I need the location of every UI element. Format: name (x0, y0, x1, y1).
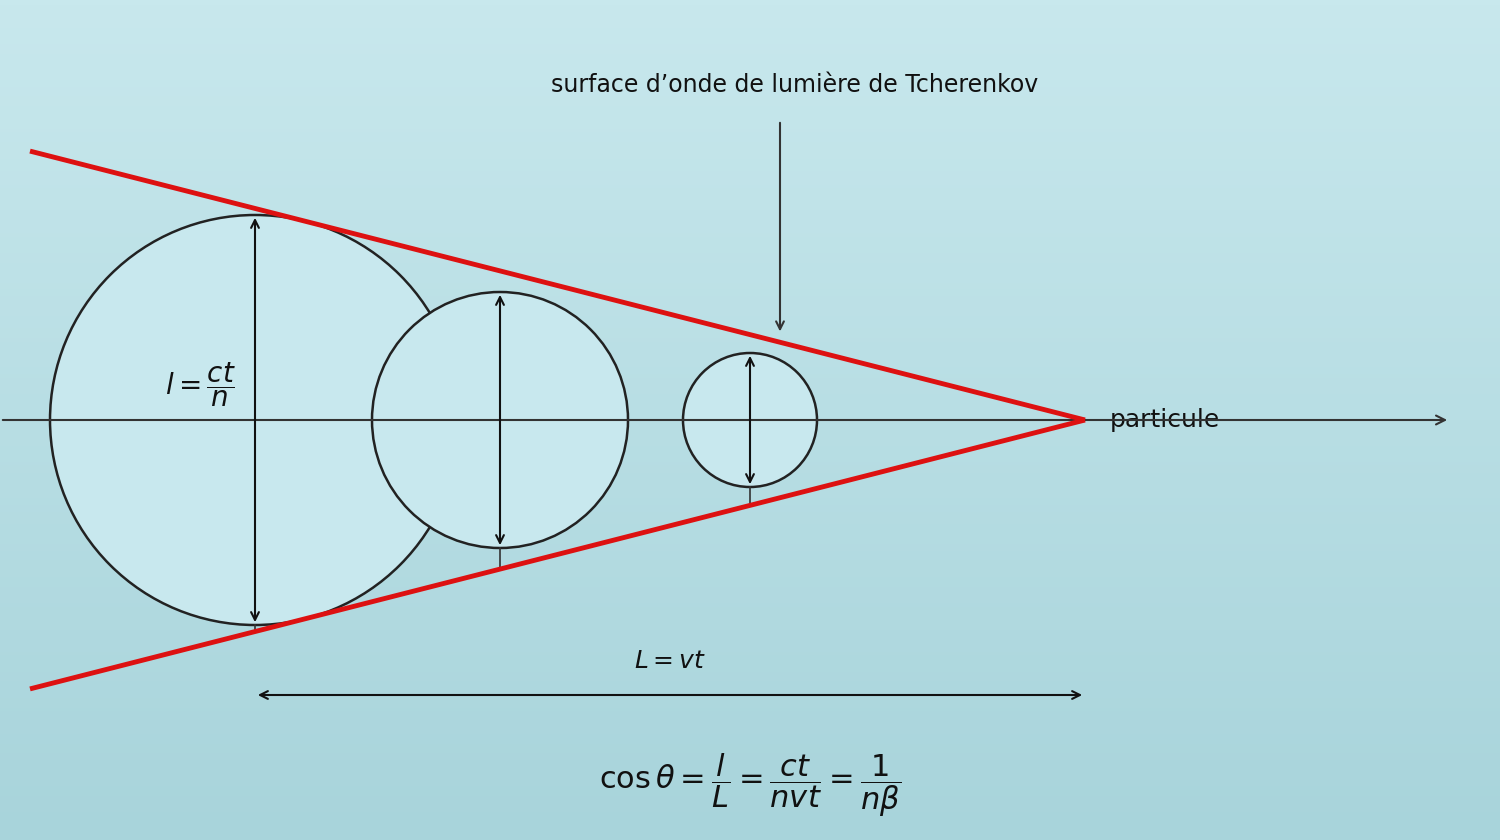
Circle shape (682, 353, 818, 487)
Text: particule: particule (1110, 408, 1221, 432)
Circle shape (372, 292, 628, 548)
Circle shape (50, 215, 461, 625)
Text: $\cos\theta = \dfrac{l}{L} = \dfrac{ct}{nvt} = \dfrac{1}{n\beta}$: $\cos\theta = \dfrac{l}{L} = \dfrac{ct}{… (598, 751, 902, 819)
Text: $L = vt$: $L = vt$ (634, 649, 706, 673)
Text: surface d’onde de lumière de Tcherenkov: surface d’onde de lumière de Tcherenkov (552, 73, 1038, 97)
Text: $l = \dfrac{ct}{n}$: $l = \dfrac{ct}{n}$ (165, 360, 236, 409)
